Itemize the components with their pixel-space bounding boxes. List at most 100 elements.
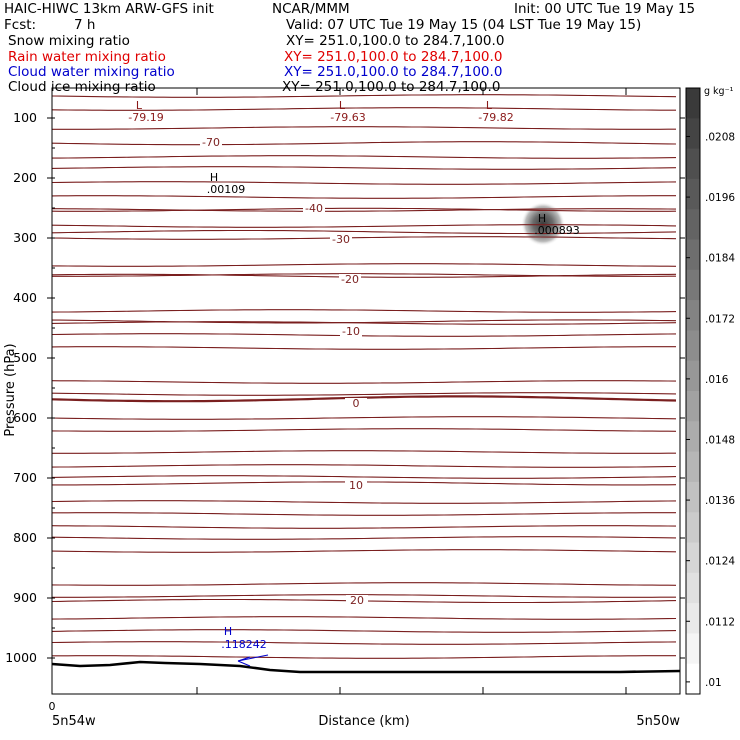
x-axis-right-label: 5n50w xyxy=(636,714,680,729)
extremum-value: -79.63 xyxy=(330,111,365,124)
legend-rain-xy: XY= 251.0,100.0 to 284.7,100.0 xyxy=(284,49,503,65)
isotherm-label: 20 xyxy=(350,594,364,607)
isotherm-0 xyxy=(52,395,677,403)
isotherm-line xyxy=(52,346,676,350)
isotherm--40 xyxy=(52,207,677,212)
isotherm-label-bg xyxy=(303,203,325,215)
isotherm-line xyxy=(52,392,677,396)
isotherm-line xyxy=(52,195,676,199)
isotherm-label-bg xyxy=(345,398,367,410)
isotherm-line xyxy=(52,166,677,170)
cloud-water-edge-line xyxy=(237,654,269,662)
isotherm-label-bg xyxy=(346,595,368,607)
isotherm-line xyxy=(52,616,677,620)
extremum-value: .118242 xyxy=(221,638,267,651)
isotherm-line xyxy=(52,416,677,420)
colorbar-tick-label: .0196 xyxy=(705,192,735,204)
valid-time: Valid: 07 UTC Tue 19 May 15 (04 LST Tue … xyxy=(286,17,642,33)
colorbar-tick-label: .01 xyxy=(705,677,722,689)
y-tick-label: 200 xyxy=(13,170,37,185)
isotherm-line xyxy=(52,641,677,645)
colorbar-tick-label: .0172 xyxy=(705,313,735,325)
isotherm-label-bg xyxy=(345,480,367,492)
extremum-value: .00109 xyxy=(207,183,246,196)
isotherm-line xyxy=(52,380,677,384)
y-tick-label: 400 xyxy=(13,290,37,305)
colorbar-tick-label: .0124 xyxy=(705,556,735,568)
isotherm-line xyxy=(52,333,677,337)
isotherm--10 xyxy=(52,319,677,324)
colorbar-tick-label: .0112 xyxy=(705,616,735,628)
isotherm-line xyxy=(52,655,676,659)
legend-cloudice-xy: XY= 251.0,100.0 to 284.7,100.0 xyxy=(282,79,501,95)
init-time: Init: 00 UTC Tue 19 May 15 xyxy=(514,1,696,17)
isotherm-label-bg xyxy=(200,137,222,149)
isotherm-line xyxy=(52,582,677,586)
isotherm-line xyxy=(52,512,676,516)
colorbar-segment xyxy=(686,118,700,150)
legend-cloudice-name: Cloud ice mixing ratio xyxy=(8,79,156,95)
colorbar-segment xyxy=(686,88,700,119)
org-label: NCAR/MMM xyxy=(272,1,350,17)
plot-frame xyxy=(51,87,681,695)
cloud-ice-maximum-blob xyxy=(521,202,565,246)
colorbar-tick-label: .0184 xyxy=(705,253,735,265)
model-title: HAIC-HIWC 13km ARW-GFS init xyxy=(4,1,214,17)
temperature-contour-labels: -70 -40 -30 -20 -10 0 10 20 xyxy=(200,136,368,607)
colorbar-segment xyxy=(686,148,700,180)
colorbar-tick-label: .0148 xyxy=(705,434,735,446)
isotherm-line xyxy=(52,594,676,598)
isotherm-line xyxy=(52,224,677,228)
x-axis-label: Distance (km) xyxy=(318,714,409,729)
extremum-L: L xyxy=(486,99,493,112)
isotherm-line xyxy=(52,126,676,130)
colorbar-segment xyxy=(686,481,700,513)
isotherm-label-bg xyxy=(340,326,362,338)
isotherm-label: 0 xyxy=(353,397,360,410)
y-tick-label: 700 xyxy=(13,470,37,485)
legend-snow-xy: XY= 251.0,100.0 to 284.7,100.0 xyxy=(286,33,505,49)
isotherm-line xyxy=(52,181,677,185)
y-tick-label: 500 xyxy=(13,350,37,365)
isotherm-label-bg xyxy=(339,274,361,286)
legend-cloudwater-xy: XY= 251.0,100.0 to 284.7,100.0 xyxy=(284,64,503,80)
extremum-value: .000893 xyxy=(534,224,580,237)
colorbar-segment xyxy=(686,603,700,634)
isotherm-line xyxy=(52,309,677,313)
y-tick-label: 300 xyxy=(13,230,37,245)
x-axis: 0 xyxy=(49,88,627,713)
colorbar-tick-label: .0208 xyxy=(705,131,735,143)
y-tick-label: 800 xyxy=(13,530,37,545)
colorbar-segment xyxy=(686,391,700,422)
isotherm-line xyxy=(52,536,677,540)
isotherm-label: -70 xyxy=(202,136,220,149)
isotherm--70 xyxy=(52,141,677,146)
x-tick-label: 0 xyxy=(49,700,56,713)
extremum-L: L xyxy=(339,99,346,112)
temperature-contours xyxy=(52,94,677,659)
colorbar-segment xyxy=(686,178,700,210)
isotherm-line xyxy=(52,525,677,529)
forecast-label: Fcst: xyxy=(4,17,37,33)
extremum-H: H xyxy=(224,625,232,638)
extrema-labels: L-79.19L-79.63L-79.82H.00109H.000893H.11… xyxy=(128,99,579,651)
colorbar-segment xyxy=(686,542,700,574)
colorbar-segment xyxy=(686,663,700,695)
y-tick-label: 900 xyxy=(13,590,37,605)
y-tick-label: 100 xyxy=(13,110,37,125)
isotherm-line xyxy=(52,500,677,504)
isotherm-label: -30 xyxy=(332,233,350,246)
colorbar-frame xyxy=(685,87,701,695)
isotherm-label: -20 xyxy=(341,273,359,286)
colorbar-segment xyxy=(686,633,700,665)
colorbar-unit: g kg⁻¹ xyxy=(704,86,734,97)
colorbar-segment xyxy=(686,209,700,240)
colorbar-segment xyxy=(686,239,700,271)
extremum-H: H xyxy=(210,171,218,184)
colorbar-segment xyxy=(686,512,700,543)
y-axis-label: Pressure (hPa) xyxy=(3,343,18,436)
isotherm-line xyxy=(52,450,676,454)
legend-rain-name: Rain water mixing ratio xyxy=(8,49,166,65)
